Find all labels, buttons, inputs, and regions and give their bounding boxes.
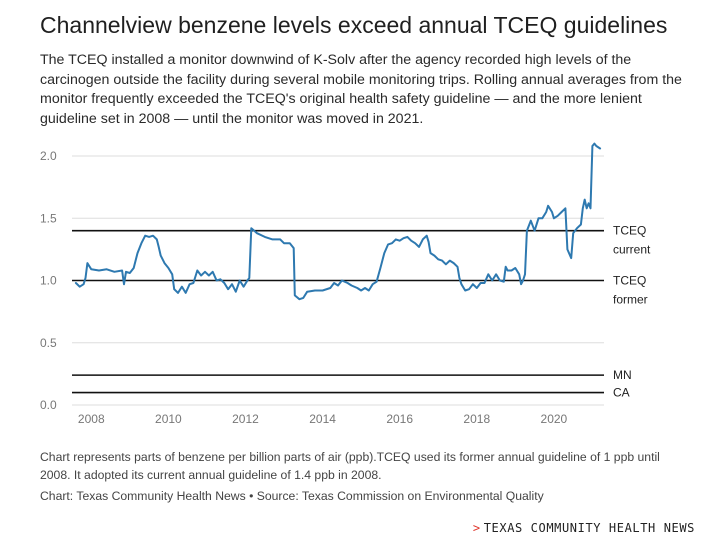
- chart-subtitle: The TCEQ installed a monitor downwind of…: [40, 52, 682, 127]
- reference-line-label: former: [613, 293, 648, 307]
- reference-line-label: MN: [613, 368, 632, 382]
- series: [74, 142, 602, 301]
- x-tick-label: 2014: [309, 412, 336, 426]
- brand-chevron-icon: >: [472, 521, 481, 535]
- y-tick-label: 1.0: [40, 274, 57, 288]
- brand-name: TEXAS COMMUNITY HEALTH NEWS: [483, 521, 695, 535]
- x-tick-label: 2010: [155, 412, 182, 426]
- y-tick-label: 2.0: [40, 149, 57, 163]
- reference-lines: TCEQ current TCEQ former MN CA: [72, 224, 651, 400]
- x-tick-label: 2008: [78, 412, 105, 426]
- y-tick-label: 0.5: [40, 336, 57, 350]
- y-tick-label: 1.5: [40, 211, 57, 225]
- x-tick-label: 2016: [386, 412, 413, 426]
- chart-credit: Chart: Texas Community Health News • Sou…: [40, 489, 544, 503]
- reference-line-label: TCEQ: [613, 274, 646, 288]
- y-axis-tick-labels: 0.0 0.5 1.0 1.5 2.0: [40, 149, 57, 412]
- brand-logo: > TEXAS COMMUNITY HEALTH NEWS: [473, 521, 695, 535]
- x-tick-label: 2020: [541, 412, 568, 426]
- benzene-line-chart: 0.0 0.5 1.0 1.5 2.0 TCEQ current TCEQ former MN C…: [40, 142, 651, 426]
- x-tick-label: 2012: [232, 412, 259, 426]
- reference-line-label: current: [613, 243, 651, 257]
- y-tick-label: 0.0: [40, 398, 57, 412]
- series-line: [74, 142, 602, 301]
- chart-note: Chart represents parts of benzene per bi…: [40, 450, 660, 482]
- chart-title: Channelview benzene levels exceed annual…: [40, 12, 668, 38]
- x-axis-tick-labels: 2008 2010 2012 2014 2016 2018 2020: [78, 412, 568, 426]
- reference-line-label: CA: [613, 386, 630, 400]
- reference-line-label: TCEQ: [613, 224, 646, 238]
- x-tick-label: 2018: [463, 412, 490, 426]
